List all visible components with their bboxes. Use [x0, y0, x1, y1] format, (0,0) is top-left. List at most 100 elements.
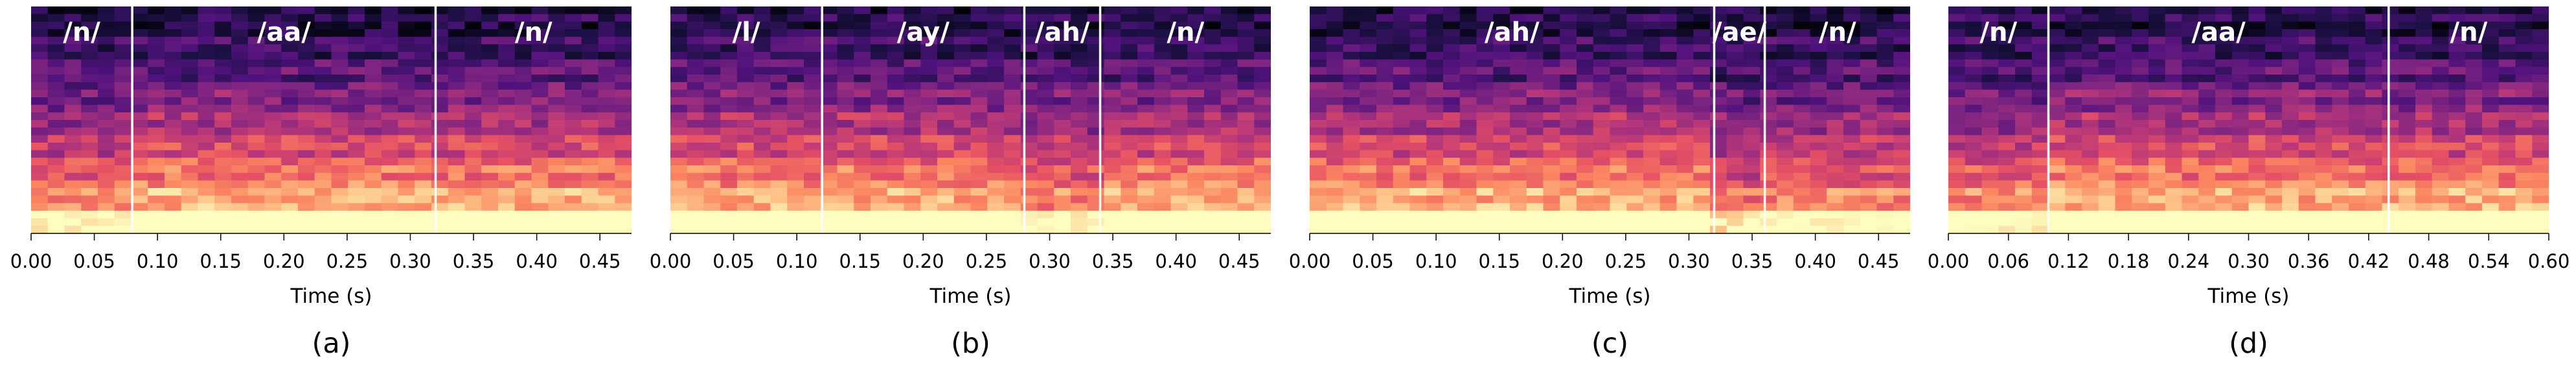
spectrogram-cell	[1310, 75, 1327, 83]
spectrogram-cell	[1037, 52, 1054, 60]
spectrogram-cell	[1237, 203, 1255, 211]
spectrogram-cell	[2248, 158, 2266, 166]
spectrogram-cell	[1827, 82, 1844, 90]
spectrogram-cell	[1137, 195, 1155, 204]
spectrogram-cell	[1071, 59, 1088, 67]
spectrogram-cell	[114, 180, 132, 189]
spectrogram-cell	[1981, 14, 1999, 22]
spectrogram-cell	[2098, 203, 2116, 211]
spectrogram-cell	[2298, 75, 2316, 83]
spectrogram-cell	[2365, 211, 2383, 219]
spectrogram-cell	[1409, 97, 1427, 106]
spectrogram-cell	[1204, 44, 1222, 53]
spectrogram-cell	[2248, 120, 2266, 128]
spectrogram-cell	[871, 120, 888, 128]
spectrogram-cell	[1893, 172, 1910, 181]
spectrogram-cell	[114, 29, 132, 38]
spectrogram-cell	[2065, 89, 2082, 98]
spectrogram-cell	[1459, 203, 1477, 211]
spectrogram-cell	[548, 36, 565, 45]
spectrogram-cell	[670, 97, 688, 106]
spectrogram-cell	[1154, 135, 1172, 143]
spectrogram-cell	[348, 203, 365, 211]
spectrogram-cell	[2048, 203, 2066, 211]
spectrogram-cell	[1254, 112, 1271, 121]
spectrogram-cell	[820, 135, 838, 143]
spectrogram-cell	[615, 36, 632, 45]
spectrogram-cell	[871, 67, 888, 75]
spectrogram-cell	[1893, 104, 1910, 113]
spectrogram-cell	[1659, 203, 1678, 211]
spectrogram-cell	[2399, 150, 2416, 158]
spectrogram-cell	[753, 52, 771, 60]
spectrogram-cell	[2149, 97, 2166, 106]
spectrogram-cell	[247, 135, 266, 143]
spectrogram-cell	[1326, 135, 1344, 143]
spectrogram-cell	[1310, 195, 1327, 204]
spectrogram-cell	[837, 127, 854, 135]
spectrogram-cell	[214, 104, 232, 113]
spectrogram-cell	[1376, 6, 1394, 15]
spectrogram-cell	[1071, 158, 1088, 166]
spectrogram-cell	[2149, 6, 2166, 15]
spectrogram-cell	[198, 203, 215, 211]
spectrogram-cell	[2182, 6, 2199, 15]
spectrogram-cell	[871, 188, 888, 196]
spectrogram-cell	[1220, 127, 1238, 135]
spectrogram-cell	[1037, 21, 1054, 30]
spectrogram-cell	[2465, 82, 2483, 90]
spectrogram-cell	[2265, 143, 2283, 151]
spectrogram-cell	[1170, 195, 1188, 204]
spectrogram-cell	[298, 211, 315, 219]
spectrogram-cell	[1876, 82, 1894, 90]
spectrogram-cell	[854, 150, 871, 158]
spectrogram-cell	[2182, 135, 2199, 143]
spectrogram-cell	[398, 36, 415, 45]
spectrogram-cell	[2015, 188, 2033, 196]
spectrogram-cell	[214, 211, 232, 219]
spectrogram-cell	[1743, 226, 1761, 233]
spectrogram-cell	[737, 180, 755, 189]
spectrogram-cell	[481, 203, 499, 211]
spectrogram-cell	[1981, 104, 1999, 113]
spectrogram-cell	[1154, 195, 1172, 204]
spectrogram-cell	[615, 29, 632, 38]
spectrogram-cell	[720, 82, 738, 90]
spectrogram-cell	[987, 97, 1005, 106]
spectrogram-cell	[837, 52, 854, 60]
spectrogram-cell	[1376, 180, 1394, 189]
spectrogram-cell	[1510, 36, 1527, 45]
spectrogram-cell	[231, 89, 249, 98]
spectrogram-cell	[1893, 188, 1910, 196]
spectrogram-cell	[2182, 226, 2199, 233]
spectrogram-cell	[548, 135, 565, 143]
spectrogram-cell	[1876, 150, 1894, 158]
spectrogram-cell	[2198, 188, 2216, 196]
spectrogram-cell	[198, 135, 215, 143]
spectrogram-cell	[1543, 172, 1560, 181]
spectrogram-cell	[2482, 150, 2500, 158]
spectrogram-cell	[214, 21, 232, 30]
spectrogram-cell	[1893, 59, 1910, 67]
spectrogram-cell	[2115, 195, 2132, 204]
spectrogram-cell	[1510, 195, 1527, 204]
spectrogram-cell	[2399, 203, 2416, 211]
spectrogram-cell	[737, 143, 755, 151]
spectrogram-cell	[365, 188, 382, 196]
spectrogram-cell	[2432, 104, 2450, 113]
spectrogram-cell	[2482, 21, 2500, 30]
spectrogram-cell	[753, 75, 771, 83]
spectrogram-cell	[2532, 112, 2549, 121]
spectrogram-cell	[598, 21, 615, 30]
spectrogram-cell	[2031, 127, 2049, 135]
spectrogram-cell	[2315, 82, 2332, 90]
spectrogram-cell	[98, 52, 115, 60]
spectrogram-cell	[687, 82, 705, 90]
spectrogram-cell	[2349, 150, 2366, 158]
spectrogram-cell	[2315, 29, 2332, 38]
spectrogram-cell	[47, 218, 65, 226]
spectrogram-cell	[1393, 21, 1411, 30]
spectrogram-cell	[703, 89, 721, 98]
spectrogram-cell	[1626, 211, 1644, 219]
spectrogram-cell	[1170, 180, 1188, 189]
